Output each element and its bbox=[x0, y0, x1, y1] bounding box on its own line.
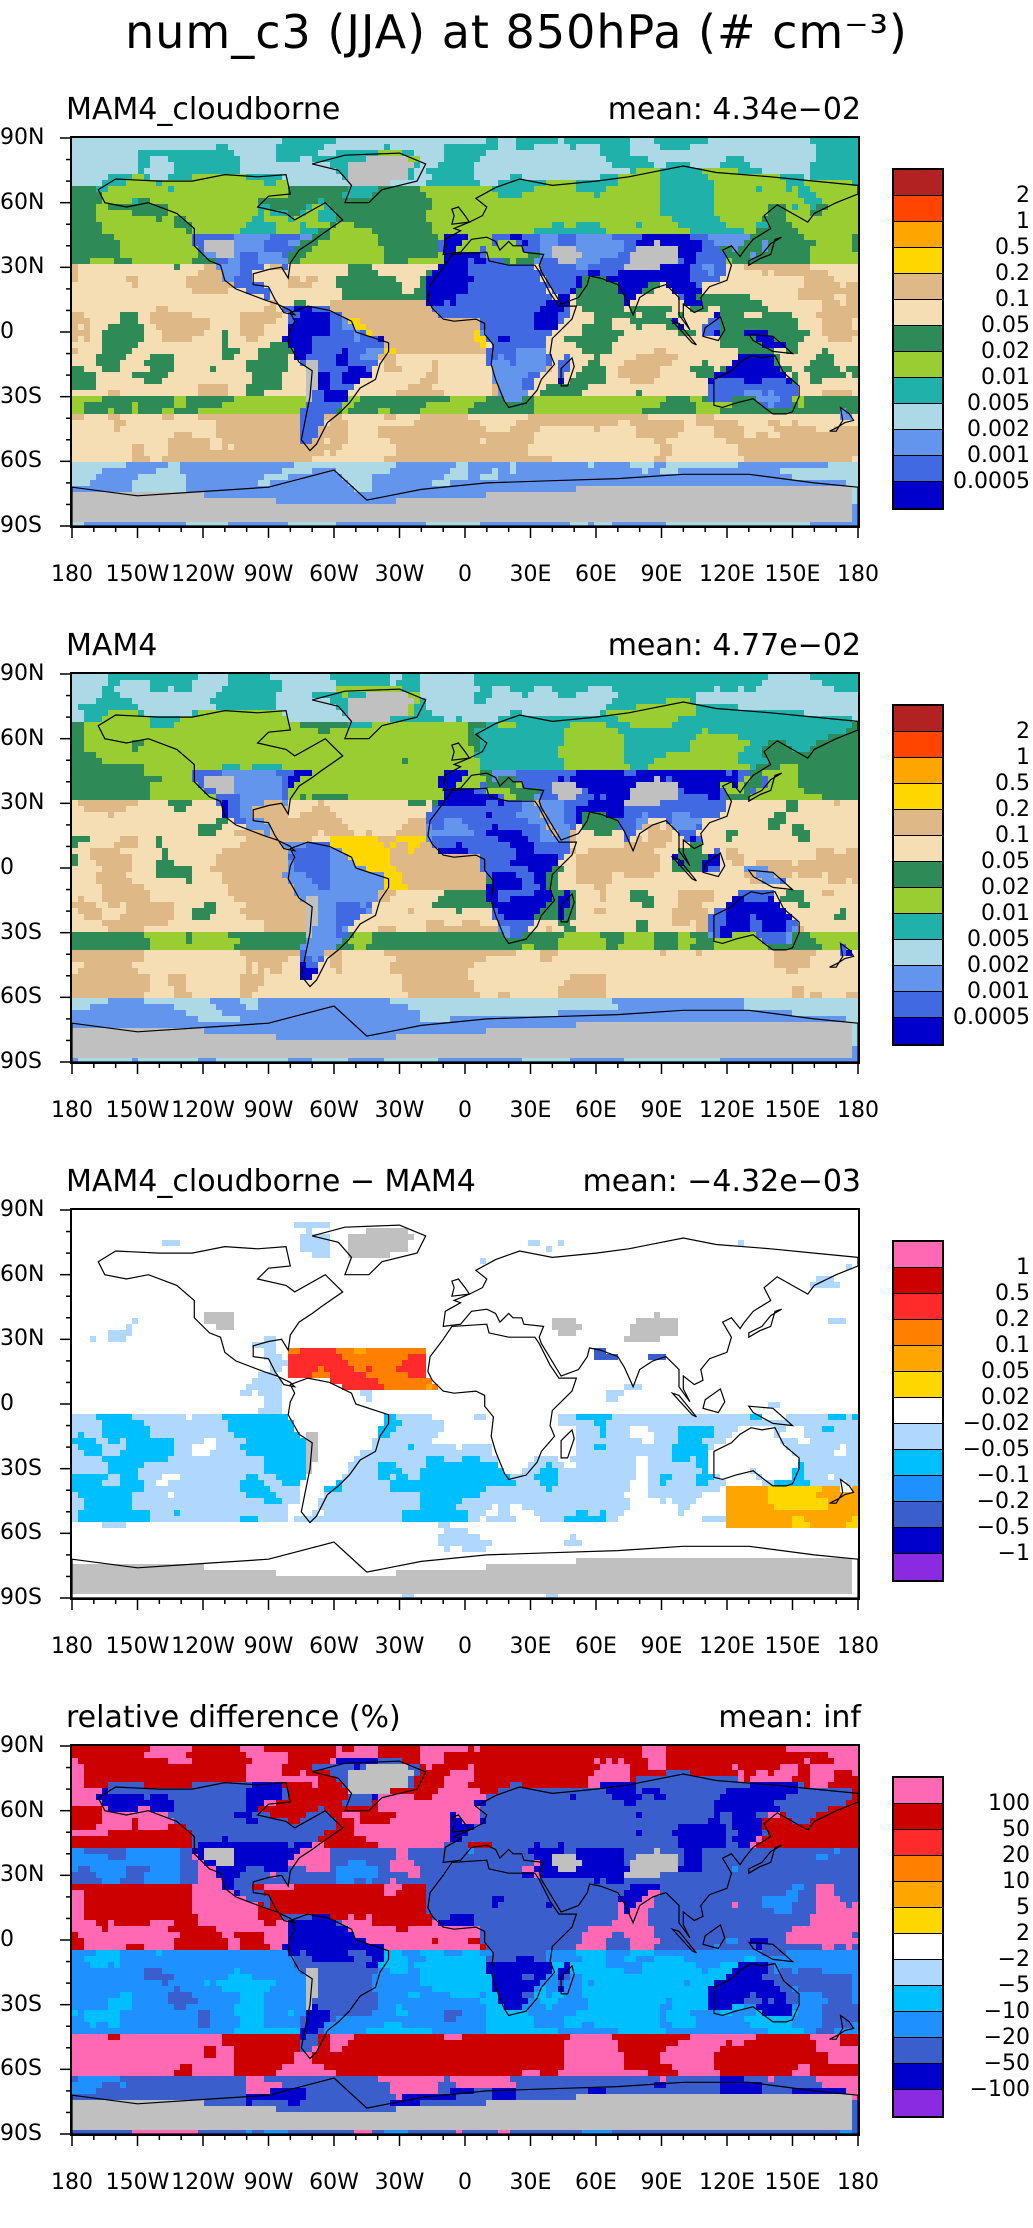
figure-title: num_c3 (JJA) at 850hPa (# cm⁻³) bbox=[0, 0, 1033, 80]
